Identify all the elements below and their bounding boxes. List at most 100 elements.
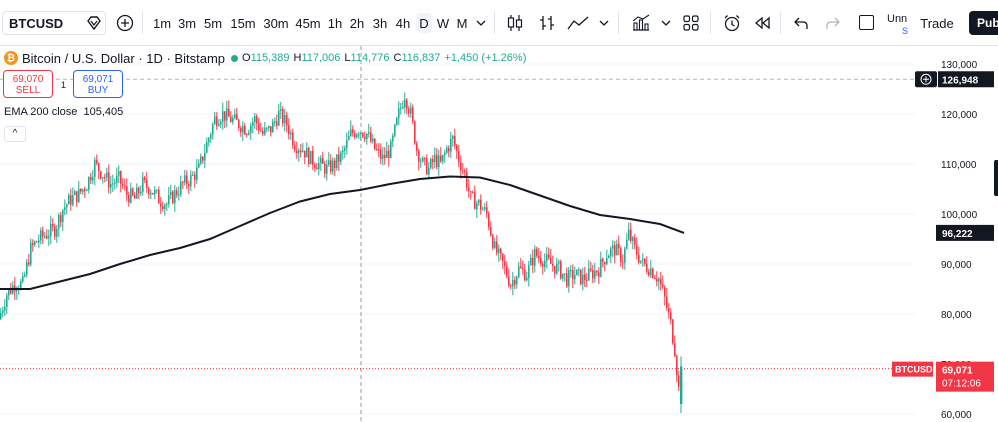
interval-4h[interactable]: 4h bbox=[395, 15, 411, 31]
candle-body bbox=[580, 269, 582, 285]
candle-body bbox=[58, 215, 60, 229]
candle-body bbox=[416, 143, 418, 151]
plus-circle-icon[interactable] bbox=[920, 73, 932, 85]
candle-body bbox=[250, 125, 252, 133]
divider bbox=[618, 12, 619, 34]
candle-body bbox=[176, 190, 178, 196]
replay-rewind-icon[interactable] bbox=[750, 0, 774, 46]
last-price: 69,071 bbox=[942, 366, 973, 377]
candle-body bbox=[466, 172, 468, 188]
candle-body bbox=[458, 151, 460, 163]
candle-body bbox=[530, 257, 532, 266]
price-chart[interactable]: 130,000 120,000 110,000 100,000 90,000 80,000… bbox=[0, 46, 998, 422]
candle-body bbox=[602, 258, 604, 263]
candle-body bbox=[414, 121, 416, 144]
indicators-chevron-down-icon[interactable] bbox=[659, 0, 673, 46]
candle-body bbox=[468, 187, 470, 192]
layout-grid-icon[interactable] bbox=[680, 0, 702, 46]
interval-w[interactable]: W bbox=[436, 15, 450, 31]
candle-body bbox=[366, 133, 368, 140]
interval-d[interactable]: D bbox=[416, 13, 432, 33]
collapse-legend-chevron-up-icon[interactable]: ^ bbox=[4, 126, 26, 142]
interval-chevron-down-icon[interactable] bbox=[474, 0, 488, 46]
candle-body bbox=[158, 190, 160, 204]
indicators-icon[interactable] bbox=[628, 0, 654, 46]
candle-body bbox=[160, 203, 162, 207]
candle-body bbox=[338, 154, 340, 162]
candle-body bbox=[448, 147, 450, 152]
candle-body bbox=[544, 260, 546, 267]
interval-5m[interactable]: 5m bbox=[203, 15, 223, 31]
open-value: 115,389 bbox=[250, 52, 290, 64]
candle-body bbox=[78, 188, 80, 202]
candle-body bbox=[334, 160, 336, 169]
interval-1h[interactable]: 1h bbox=[327, 15, 343, 31]
price-axis-label: 60,000 bbox=[941, 410, 972, 421]
interval-45m[interactable]: 45m bbox=[295, 15, 321, 31]
symbol-search[interactable]: BTCUSD bbox=[2, 11, 106, 35]
candle-body bbox=[512, 280, 514, 287]
candle-body bbox=[172, 191, 174, 204]
line-chart-icon[interactable] bbox=[565, 0, 591, 46]
interval-m[interactable]: M bbox=[456, 15, 468, 31]
candle-body bbox=[420, 161, 422, 163]
candle-body bbox=[472, 192, 474, 194]
candle-body bbox=[650, 268, 652, 276]
candle-body bbox=[316, 167, 318, 170]
candle-body bbox=[590, 268, 592, 271]
candle-body bbox=[44, 236, 46, 238]
candle-body bbox=[22, 276, 24, 282]
symbol-tag: BTCUSD bbox=[895, 365, 933, 375]
interval-15m[interactable]: 15m bbox=[230, 15, 256, 31]
candle-body bbox=[232, 118, 234, 123]
alert-clock-icon[interactable] bbox=[720, 0, 744, 46]
layout-checkbox[interactable] bbox=[859, 15, 874, 30]
candle-body bbox=[32, 242, 34, 245]
buy-button[interactable]: 69,071 BUY bbox=[73, 70, 123, 98]
watchlist-diamond-icon[interactable] bbox=[84, 0, 104, 46]
candle-body bbox=[384, 154, 386, 159]
market-status-dot-icon[interactable] bbox=[231, 54, 238, 62]
candle-body bbox=[422, 158, 424, 162]
candle-body bbox=[644, 258, 646, 264]
candle-body bbox=[24, 274, 26, 277]
sell-button[interactable]: 69,070 SELL bbox=[3, 70, 53, 98]
candle-body bbox=[516, 276, 518, 285]
scroll-handle[interactable] bbox=[994, 160, 998, 196]
interval-3m[interactable]: 3m bbox=[177, 15, 197, 31]
candle-body bbox=[520, 266, 522, 268]
candle-body bbox=[476, 203, 478, 210]
candle-body bbox=[376, 149, 378, 151]
candle-body bbox=[648, 271, 650, 276]
interval-1m[interactable]: 1m bbox=[152, 15, 172, 31]
compare-add-icon[interactable] bbox=[114, 0, 136, 46]
candle-body bbox=[274, 121, 276, 123]
candle-body bbox=[218, 124, 220, 126]
interval-3h[interactable]: 3h bbox=[372, 15, 388, 31]
redo-icon[interactable] bbox=[821, 0, 845, 46]
candle-body bbox=[524, 269, 526, 281]
candle-body bbox=[642, 258, 644, 261]
candle-body bbox=[26, 262, 28, 275]
crosshair-price-tag: 126,948 bbox=[915, 71, 994, 88]
ema-legend[interactable]: EMA 200 close 105,405 bbox=[4, 106, 123, 118]
candle-body bbox=[656, 278, 658, 282]
candles-chart-type-icon[interactable] bbox=[502, 0, 528, 46]
layout-name[interactable]: Unn bbox=[887, 13, 908, 25]
undo-icon[interactable] bbox=[789, 0, 813, 46]
interval-2h[interactable]: 2h bbox=[349, 15, 365, 31]
candle-body bbox=[568, 270, 570, 287]
candle-body bbox=[278, 110, 280, 126]
publish-button[interactable]: Pub bbox=[969, 11, 998, 35]
interval-30m[interactable]: 30m bbox=[263, 15, 289, 31]
candle-body bbox=[84, 189, 86, 191]
candle-body bbox=[302, 150, 304, 152]
trade-button[interactable]: Trade bbox=[920, 15, 954, 31]
indicators-bars-icon[interactable] bbox=[535, 0, 559, 46]
chart-type-chevron-down-icon[interactable] bbox=[597, 0, 611, 46]
candle-body bbox=[600, 258, 602, 277]
legend-title[interactable]: Bitcoin / U.S. Dollar · 1D · Bitstamp bbox=[22, 50, 225, 66]
candle-body bbox=[306, 148, 308, 158]
candle-body bbox=[350, 129, 352, 137]
candle-body bbox=[400, 107, 402, 109]
